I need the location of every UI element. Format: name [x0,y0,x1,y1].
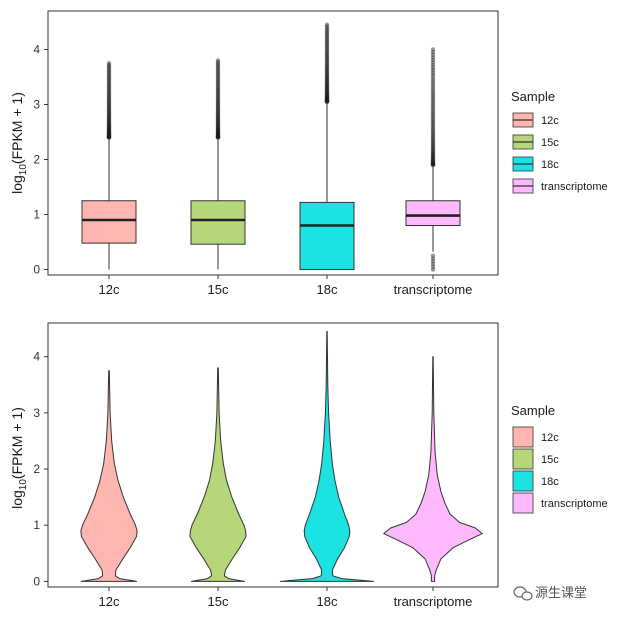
x-tick-label-transcriptome: transcriptome [394,282,473,297]
watermark-text: 源生课堂 [535,586,587,601]
y-tick-label: 4 [33,350,40,364]
box-transcriptome [405,47,461,272]
legend-title: Sample [511,89,555,104]
violin-15c [189,367,247,582]
boxplot-legend: Sample 12c 15c 18c transcriptome [511,89,608,194]
box-18c [299,22,355,270]
boxplot-x-axis: 12c 15c 18c transcriptome [99,275,473,297]
violin-12c [80,370,138,582]
outlier-points-12c [106,61,112,140]
boxplot-marks [81,22,461,272]
y-tick-label: 1 [33,208,40,222]
legend-label-15c: 15c [541,137,559,149]
x-tick-label-18c: 18c [317,282,338,297]
outlier-points-15c [215,58,221,140]
box-body [81,200,137,244]
y-tick-label: 0 [33,574,40,588]
legend-label-12c: 12c [541,432,559,444]
box-body [299,201,355,270]
legend-label-18c: 18c [541,476,559,488]
legend-key-transcriptome [512,178,534,194]
box-12c [81,61,137,270]
legend-key-15c [512,448,534,470]
x-tick-label-12c: 12c [99,594,120,609]
wechat-icon [513,586,533,601]
legend-key-18c [512,470,534,492]
y-tick-label: 0 [33,263,40,277]
y-tick-label: 3 [33,406,40,420]
y-tick-label: 2 [33,462,40,476]
y-tick-label: 2 [33,153,40,167]
violin-x-axis: 12c 15c 18c transcriptome [99,587,473,609]
outlier-points-18c [324,22,330,104]
x-tick-label-18c: 18c [317,594,338,609]
legend-label-transcriptome: transcriptome [541,181,608,193]
box-body [405,200,461,226]
legend-key-12c [512,112,534,128]
violin-marks [80,330,483,582]
watermark: 源生课堂 [513,586,587,601]
x-tick-label-15c: 15c [208,282,229,297]
legend-key-12c [512,426,534,448]
legend-label-transcriptome: transcriptome [541,498,608,510]
legend-label-18c: 18c [541,159,559,171]
boxplot-y-axis-label: log10(FPKM + 1) [9,92,29,194]
violin-panel: 0 1 2 3 4 12c 15c 18c transcriptome log10(FPKM … [9,322,608,609]
boxplot-y-axis: 0 1 2 3 4 [33,43,48,277]
legend-label-15c: 15c [541,454,559,466]
legend-key-15c [512,134,534,150]
boxplot-panel: 0 1 2 3 4 12c 15c 18c transcriptome log10(FPKM … [9,10,608,297]
legend-title: Sample [511,403,555,418]
x-tick-label-12c: 12c [99,282,120,297]
legend-key-transcriptome [512,492,534,514]
violin-legend: Sample 12c 15c 18c transcriptome [511,403,608,514]
violin-18c [279,330,375,582]
legend-label-12c: 12c [541,115,559,127]
box-body [190,200,246,245]
y-tick-label: 1 [33,518,40,532]
y-tick-label: 4 [33,43,40,57]
violin-y-axis-label: log10(FPKM + 1) [9,407,29,509]
x-tick-label-15c: 15c [208,594,229,609]
violin-transcriptome [383,356,483,582]
violin-y-axis: 0 1 2 3 4 [33,350,48,588]
y-tick-label: 3 [33,98,40,112]
box-15c [190,58,246,270]
outlier-points-transcriptome [430,47,436,272]
x-tick-label-transcriptome: transcriptome [394,594,473,609]
legend-key-18c [512,156,534,172]
